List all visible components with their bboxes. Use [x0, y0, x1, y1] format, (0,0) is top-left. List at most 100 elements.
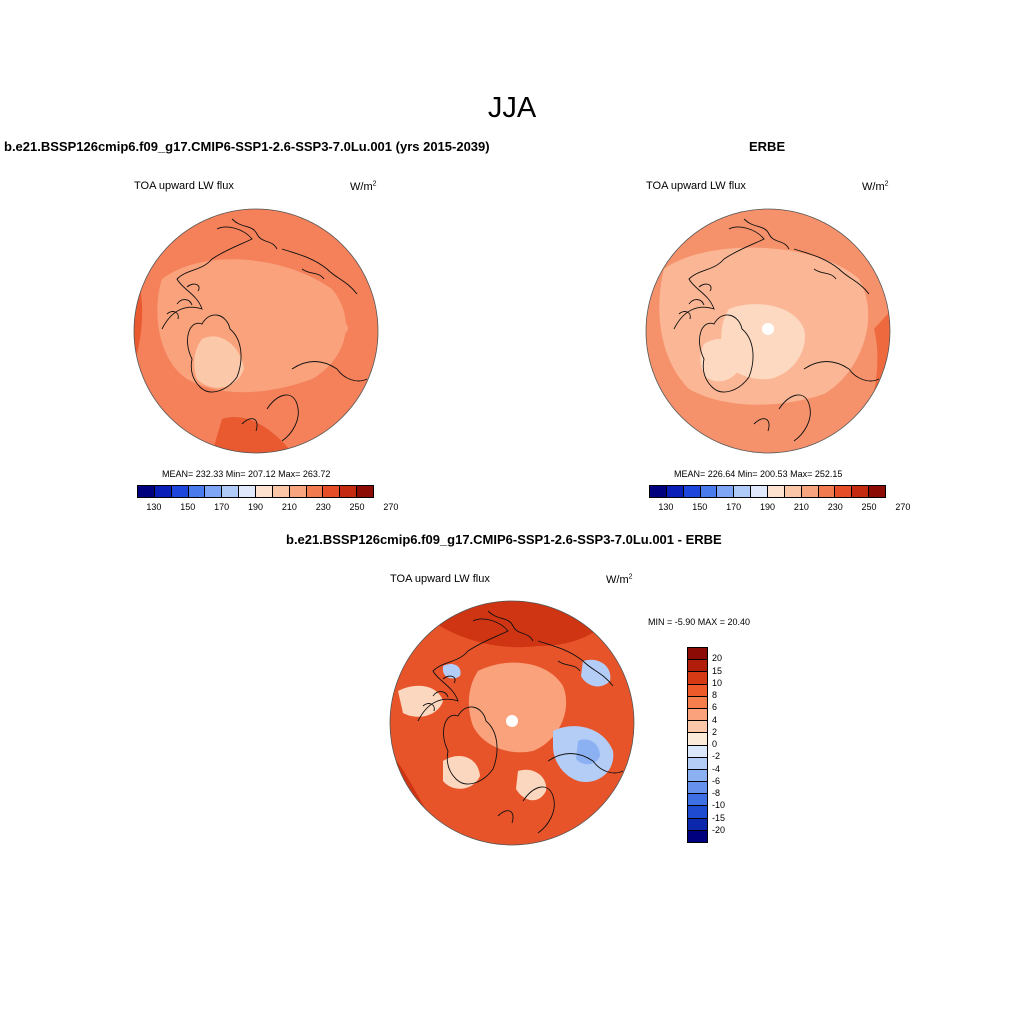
diff-field-blue-nw: [443, 664, 461, 679]
model-colorbar-tick-label: 190: [247, 502, 264, 512]
diff-colorbar-swatch-7: [688, 733, 707, 746]
obs-colorbar: [649, 485, 886, 498]
model-colorbar-swatch-11: [323, 486, 341, 497]
model-colorbar-tick-label: 150: [180, 502, 196, 512]
obs-colorbar-swatch-5: [734, 486, 752, 497]
diff-colorbar-ticks: 20 15 10 8 6 4 2 0 -2 -4 -6 -8 -10 -15 -20: [712, 647, 752, 843]
model-colorbar-swatch-13: [357, 486, 374, 497]
model-coastline-eurasia-north: [291, 361, 368, 382]
diff-colorbar-tick-label: -4: [712, 763, 721, 774]
diff-colorbar-tick-label: -15: [712, 812, 726, 823]
obs-colorbar-tick-label: 250: [861, 502, 877, 512]
model-colorbar-swatch-12: [340, 486, 358, 497]
obs-colorbar-tick-label: 230: [827, 502, 843, 512]
obs-stats: MEAN= 226.64 Min= 200.53 Max= 252.15: [674, 469, 843, 479]
obs-colorbar-swatch-3: [700, 486, 718, 497]
obs-colorbar-tick-label: 150: [692, 502, 708, 512]
model-colorbar-swatch-2: [171, 486, 189, 497]
diff-coastline-alaska: [487, 610, 534, 642]
diff-coastline-eurasia-north: [547, 753, 624, 774]
model-colorbar-swatch-8: [272, 486, 290, 497]
obs-polar-map: [645, 208, 891, 454]
diff-colorbar-swatch-14: [688, 818, 707, 831]
model-coastline-greenland: [187, 314, 242, 393]
obs-colorbar-swatch-10: [818, 486, 836, 497]
model-colorbar-swatch-5: [222, 486, 240, 497]
obs-colorbar-swatch-1: [666, 486, 684, 497]
diff-coastline-canada: [417, 618, 509, 722]
diff-colorbar-tick-label: -20: [712, 824, 726, 835]
obs-colorbar-swatch-4: [717, 486, 735, 497]
obs-field-palest: [700, 339, 744, 382]
diff-coastline-archipelago: [422, 675, 456, 712]
obs-coastline-archipelago: [678, 283, 712, 320]
model-colorbar-tick-label: 230: [315, 502, 331, 512]
diff-colorbar-tick-label: 10: [712, 677, 723, 688]
figure-title: JJA: [487, 92, 537, 124]
obs-colorbar-tick-label: 190: [759, 502, 776, 512]
diff-colorbar-swatch-11: [688, 782, 707, 795]
diff-field-pale-3: [516, 769, 547, 801]
diff-coastline-greenland: [443, 706, 498, 785]
diff-colorbar-tick-label: 0: [712, 739, 718, 749]
diff-colorbar-swatch-4: [688, 696, 707, 709]
model-panel-title: b.e21.BSSP126cmip6.f09_g17.CMIP6-SSP1-2.…: [4, 139, 490, 154]
diff-stats: MIN = -5.90 MAX = 20.40: [648, 617, 751, 627]
model-colorbar-tick-label: 130: [146, 502, 162, 512]
diff-colorbar-tick-label: -2: [712, 751, 721, 762]
obs-colorbar-swatch-11: [835, 486, 853, 497]
model-field-dark-south: [212, 416, 292, 453]
diff-colorbar-tick-label: 20: [712, 653, 723, 664]
model-variable-label: TOA upward LW flux: [134, 180, 234, 192]
obs-colorbar-swatch-6: [751, 486, 769, 497]
diff-colorbar-tick-label: 15: [712, 665, 723, 676]
diff-colorbar-swatch-1: [688, 660, 707, 673]
model-polar-map: [133, 208, 379, 454]
obs-colorbar-tick-label: 170: [726, 502, 742, 512]
model-colorbar-swatch-6: [239, 486, 257, 497]
obs-variable-label: TOA upward LW flux: [646, 180, 746, 192]
obs-map-boundary: [645, 208, 891, 454]
diff-colorbar-swatch-0: [688, 648, 707, 661]
model-colorbar-swatch-4: [205, 486, 223, 497]
model-coastline-scandinavia: [241, 394, 299, 442]
obs-coastline-canada: [673, 226, 765, 330]
diff-colorbar-tick-label: -8: [712, 788, 721, 798]
diff-panel-title: b.e21.BSSP126cmip6.f09_g17.CMIP6-SSP1-2.…: [286, 532, 722, 547]
model-colorbar-tick-label: 250: [349, 502, 365, 512]
diff-coastline-siberia: [537, 640, 614, 687]
diff-colorbar-swatch-5: [688, 708, 707, 722]
obs-coastline-eurasia-north: [803, 361, 880, 382]
diff-colorbar-tick-label: 4: [712, 714, 718, 725]
model-map-boundary: [133, 208, 379, 454]
model-colorbar-ticks: 130 150 170 190 210 230 250 270: [137, 502, 398, 514]
model-coastline-canada: [161, 226, 253, 330]
diff-colorbar-swatch-6: [688, 721, 707, 734]
diff-coastline-scandinavia: [497, 786, 555, 834]
obs-panel-title: ERBE: [749, 139, 786, 154]
model-units-label: W/m2: [350, 180, 377, 193]
obs-coastline-siberia: [793, 248, 870, 295]
obs-colorbar-ticks: 130 150 170 190 210 230 250 270: [649, 502, 910, 514]
model-coastline-siberia: [281, 248, 358, 295]
diff-colorbar-swatch-2: [688, 672, 707, 685]
obs-coastline-greenland: [699, 314, 754, 393]
diff-colorbar: [687, 647, 708, 843]
diff-field-blue-ne: [581, 659, 611, 687]
model-colorbar-swatch-3: [188, 486, 206, 497]
model-field-light-east: [334, 319, 348, 334]
diff-colorbar-swatch-9: [688, 757, 707, 770]
diff-colorbar-swatch-12: [688, 794, 707, 807]
diff-colorbar-swatch-15: [688, 830, 707, 842]
obs-colorbar-tick-label: 130: [658, 502, 674, 512]
model-colorbar-swatch-9: [289, 486, 307, 497]
model-colorbar-swatch-0: [138, 486, 155, 497]
diff-pole-hole: [506, 715, 518, 727]
diff-colorbar-swatch-10: [688, 769, 707, 783]
obs-colorbar-tick-label: 210: [793, 502, 809, 512]
diff-colorbar-swatch-3: [688, 684, 707, 697]
diff-colorbar-tick-label: 2: [712, 726, 718, 737]
diff-map-boundary: [389, 600, 635, 846]
obs-colorbar-swatch-13: [869, 486, 886, 497]
diff-colorbar-swatch-13: [688, 806, 707, 819]
